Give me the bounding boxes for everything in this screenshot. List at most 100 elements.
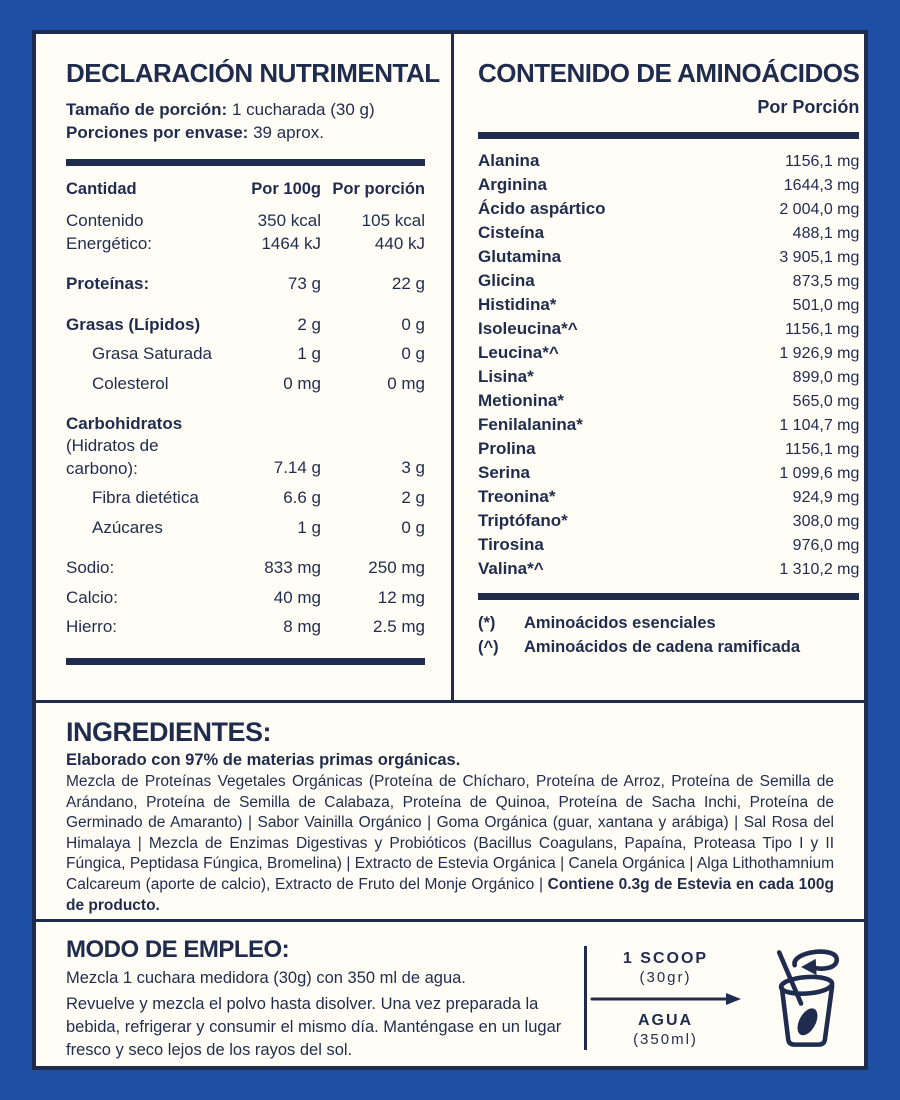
right-arrow-icon — [590, 993, 741, 1006]
nutrition-table: Contenido Energético: 350 kcal 1464 kJ 1… — [66, 207, 425, 642]
label-card: DECLARACIÓN NUTRIMENTAL Tamaño de porció… — [32, 30, 868, 1070]
row-per100: 8 mg — [283, 617, 321, 637]
table-row: Grasa Saturada 1 g 0 g — [66, 340, 425, 369]
row-per-serving: 3 g — [401, 457, 425, 477]
list-item: Isoleucina*^ 1156,1 mg — [478, 317, 859, 341]
table-row: Proteínas: 73 g 22 g — [66, 270, 425, 299]
nutrition-bottom-rule — [66, 658, 425, 665]
usage-section: MODO DE EMPLEO: Mezcla 1 cuchara medidor… — [36, 922, 864, 1066]
footnote-symbol: (*) — [478, 614, 496, 632]
list-item: Prolina 1156,1 mg — [478, 437, 859, 461]
amino-name: Glicina — [478, 271, 535, 290]
list-item: Tirosina 976,0 mg — [478, 533, 859, 557]
list-item: Metionina* 565,0 mg — [478, 389, 859, 413]
list-item: Triptófano* 308,0 mg — [478, 509, 859, 533]
servings-value: 39 aprox. — [253, 122, 324, 142]
water-amount: (350ml) — [633, 1031, 698, 1049]
kcal-per100: 350 kcal — [257, 211, 321, 231]
list-item: Glicina 873,5 mg — [478, 269, 859, 293]
serving-size-line: Tamaño de porción: 1 cucharada (30 g) — [66, 99, 425, 122]
row-per100: 40 mg — [273, 587, 321, 607]
header-per-serving: Por porción — [332, 179, 425, 198]
amino-value: 924,9 mg — [792, 489, 860, 506]
footnote-text: Aminoácidos de cadena ramificada — [524, 637, 801, 656]
list-item: Cisteína 488,1 mg — [478, 221, 859, 245]
section-divider — [36, 919, 864, 922]
serving-size-value: 1 cucharada (30 g) — [231, 100, 375, 119]
ingredients-text: Mezcla de Proteínas Vegetales Orgánicas … — [66, 773, 834, 894]
section-divider — [36, 700, 864, 703]
amino-bottom-rule — [478, 593, 860, 600]
list-item: Glutamina 3 905,1 mg — [478, 245, 859, 269]
amino-value: 3 905,1 mg — [779, 249, 860, 266]
amino-value: 501,0 mg — [792, 297, 860, 314]
row-per100: 350 kcal 1464 kJ — [229, 210, 321, 255]
list-item: Fenilalanina* 1 104,7 mg — [478, 413, 859, 437]
row-per100: 833 mg — [264, 558, 321, 578]
amino-name: Lisina* — [478, 367, 534, 386]
table-row: Azúcares 1 g 0 g — [66, 513, 425, 542]
amino-name: Serina — [478, 463, 530, 482]
serving-info: Tamaño de porción: 1 cucharada (30 g) Po… — [66, 99, 425, 145]
amino-name: Triptófano* — [478, 511, 568, 530]
carb-label: Carbohidratos — [66, 414, 183, 433]
row-per100: 73 g — [287, 274, 321, 294]
row-label: Sodio: — [66, 558, 115, 578]
list-item: Histidina* 501,0 mg — [478, 293, 859, 317]
table-row: Calcio: 40 mg 12 mg — [66, 583, 425, 612]
amino-name: Ácido aspártico — [478, 199, 606, 218]
list-item: Serina 1 099,6 mg — [478, 461, 859, 485]
scoop-label: 1 SCOOP — [622, 950, 709, 968]
list-item: Leucina*^ 1 926,9 mg — [478, 341, 859, 365]
row-label: Grasas (Lípidos) — [66, 314, 201, 334]
row-per-serving: 0 g — [401, 517, 425, 537]
top-section: DECLARACIÓN NUTRIMENTAL Tamaño de porció… — [36, 34, 864, 700]
row-per-serving: 0 g — [401, 314, 425, 334]
amino-value: 1 926,9 mg — [779, 345, 860, 362]
ingredients-subtitle: Elaborado con 97% de materias primas org… — [66, 751, 461, 769]
amino-name: Leucina*^ — [478, 343, 559, 362]
amino-value: 2 004,0 mg — [779, 201, 860, 218]
row-per100: 6.6 g — [283, 488, 321, 508]
row-label: Colesterol — [92, 373, 169, 393]
water-label: AGUA — [637, 1012, 694, 1030]
amino-value: 565,0 mg — [792, 393, 860, 410]
amino-subtitle: Por Porción — [757, 97, 860, 117]
row-per-serving: 0 g — [401, 344, 425, 364]
amino-name: Cisteína — [478, 223, 545, 242]
row-label: Grasa Saturada — [92, 344, 213, 364]
amino-name: Prolina — [478, 439, 536, 458]
amino-name: Valina*^ — [478, 559, 544, 578]
amino-name: Alanina — [478, 151, 540, 170]
servings-label: Porciones por envase: — [66, 122, 249, 142]
ingredients-title: INGREDIENTES: — [66, 717, 272, 747]
scoop-amount: (30gr) — [639, 969, 692, 987]
row-per-serving: 2.5 mg — [373, 617, 425, 637]
list-item: Treonina* 924,9 mg — [478, 485, 859, 509]
ingredients-stevia-note: Contiene 0.3g de Estevia en cada 100g de… — [66, 876, 834, 914]
table-row: Grasas (Lípidos) 2 g 0 g — [66, 310, 425, 339]
list-item: Valina*^ 1 310,2 mg — [478, 557, 859, 581]
amino-value: 1 104,7 mg — [779, 417, 860, 434]
servings-per-container-line: Porciones por envase: 39 aprox. — [66, 122, 425, 145]
table-row: Contenido Energético: 350 kcal 1464 kJ 1… — [66, 207, 425, 259]
row-label: Carbohidratos (Hidratos de carbono): — [66, 413, 229, 480]
amino-value: 308,0 mg — [792, 513, 860, 530]
row-per100: 1 g — [297, 517, 321, 537]
kcal-per-serving: 105 kcal — [361, 211, 425, 231]
usage-line-1: Mezcla 1 cuchara medidora (30g) con 350 … — [66, 969, 466, 987]
row-per-serving: 22 g — [391, 274, 425, 294]
usage-instructions: MODO DE EMPLEO: Mezcla 1 cuchara medidor… — [66, 936, 584, 1062]
header-quantity: Cantidad — [66, 179, 137, 198]
amino-value: 1156,1 mg — [784, 153, 860, 170]
nutrition-title: DECLARACIÓN NUTRIMENTAL — [66, 58, 440, 88]
footnote-symbol: (^) — [478, 637, 499, 656]
table-row: Sodio: 833 mg 250 mg — [66, 554, 425, 583]
amino-value: 899,0 mg — [792, 369, 860, 386]
row-label: Azúcares — [92, 517, 163, 537]
nutrition-table-header: Cantidad Por 100g Por porción — [66, 176, 425, 207]
usage-divider — [584, 946, 587, 1050]
amino-value: 488,1 mg — [792, 225, 860, 242]
amino-name: Fenilalanina* — [478, 415, 583, 434]
amino-name: Histidina* — [478, 295, 557, 314]
